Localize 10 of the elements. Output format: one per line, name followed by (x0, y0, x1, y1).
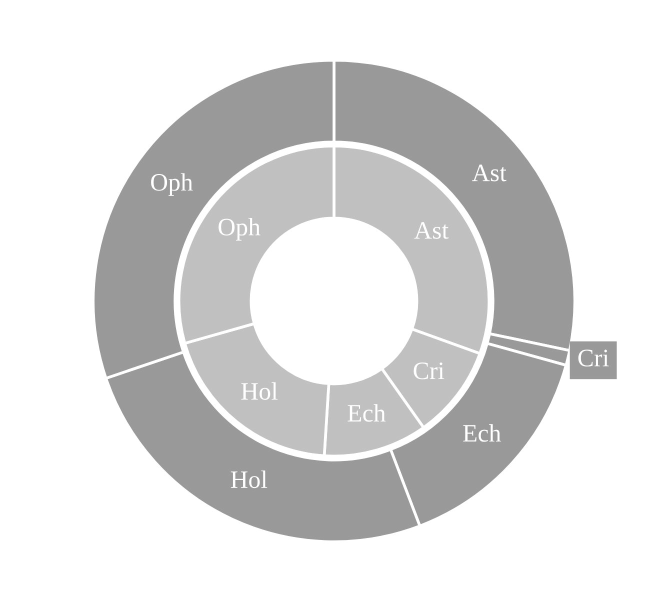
slice-label: Oph (218, 218, 260, 241)
slice-label: Cri (414, 362, 444, 380)
slice-label: Ech (348, 404, 386, 422)
category-label: Ech (463, 424, 501, 442)
slice-label: Ast (414, 222, 449, 239)
slice-label: Oph (151, 173, 193, 196)
slice-label: Ast (472, 164, 506, 182)
category-label: Cri (578, 350, 609, 366)
slice-label: Hol (230, 470, 268, 488)
slice-label: Hol (241, 382, 278, 400)
